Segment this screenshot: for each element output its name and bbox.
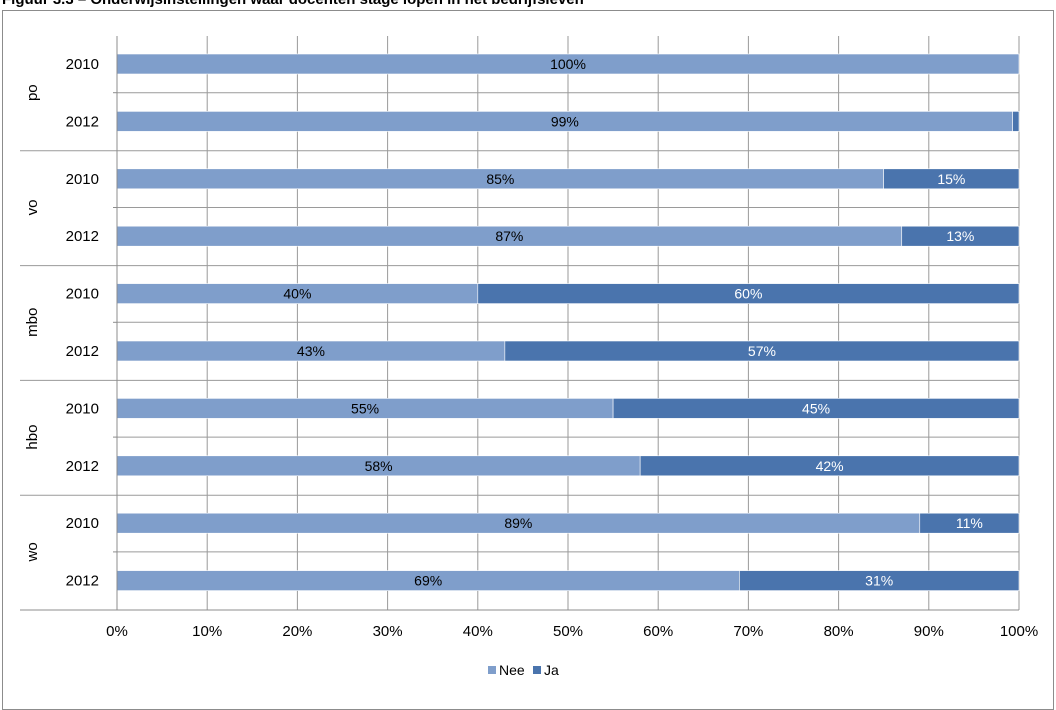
data-label: 31%	[865, 573, 893, 589]
bar-ja	[504, 340, 1020, 362]
data-label: 85%	[486, 171, 514, 187]
bar-ja	[919, 512, 1020, 534]
data-label: 42%	[816, 458, 844, 474]
row-label: 2010	[66, 56, 99, 73]
group-label: hbo	[24, 425, 41, 450]
legend-swatch-nee	[488, 666, 496, 674]
row-label: 2012	[66, 343, 99, 360]
bar-ja	[639, 455, 1020, 477]
data-label: 57%	[748, 343, 776, 359]
legend-label: Ja	[544, 662, 559, 678]
x-tick-label: 60%	[643, 623, 673, 640]
data-label: 87%	[495, 228, 523, 244]
data-label: 13%	[946, 228, 974, 244]
group-label: wo	[24, 542, 41, 562]
data-label: 15%	[937, 171, 965, 187]
legend-swatch-ja	[533, 666, 541, 674]
data-label: 100%	[550, 56, 586, 72]
row-label: 2012	[66, 573, 99, 590]
row-label: 2012	[66, 458, 99, 475]
x-tick-label: 90%	[914, 623, 944, 640]
row-label: 2010	[66, 286, 99, 303]
bar-ja	[883, 168, 1020, 190]
row-label: 2012	[66, 228, 99, 245]
x-tick-label: 100%	[1000, 623, 1038, 640]
data-label: 55%	[351, 400, 379, 416]
data-labels: 100% 99% 85% 15% 87% 13% 40% 60% 43% 57% 55% 45% 58%…	[283, 56, 982, 589]
axes: 0% 10% 20% 30% 40% 50% 60% 70% 80% 90% 100% 2010 201…	[20, 36, 1038, 640]
group-label: mbo	[24, 308, 41, 337]
x-tick-label: 0%	[106, 623, 128, 640]
data-label: 43%	[297, 343, 325, 359]
bar-ja	[1012, 111, 1020, 132]
data-label: 11%	[956, 515, 983, 531]
bar-ja	[739, 570, 1020, 591]
x-tick-label: 40%	[463, 623, 493, 640]
legend-label: Nee	[499, 662, 525, 678]
group-label: vo	[24, 200, 41, 216]
x-tick-label: 80%	[824, 623, 854, 640]
group-label: po	[24, 84, 41, 101]
row-label: 2010	[66, 171, 99, 188]
row-label: 2012	[66, 113, 99, 130]
data-label: 45%	[802, 400, 830, 416]
chart-title: Figuur 3.3 – Onderwijsinstellingen waar …	[2, 0, 584, 8]
data-label: 69%	[414, 573, 442, 589]
row-label: 2010	[66, 515, 99, 532]
x-tick-label: 10%	[192, 623, 222, 640]
data-label: 99%	[551, 113, 579, 129]
bar-ja	[477, 283, 1020, 304]
data-label: 58%	[365, 458, 393, 474]
legend: Nee Ja	[488, 662, 559, 678]
bar-ja	[612, 398, 1020, 419]
x-tick-label: 30%	[373, 623, 403, 640]
data-label: 60%	[734, 286, 762, 302]
row-label: 2010	[66, 400, 99, 417]
bar-ja	[901, 225, 1020, 247]
bars	[116, 53, 1020, 591]
data-label: 89%	[504, 515, 532, 531]
x-tick-label: 50%	[553, 623, 583, 640]
data-label: 40%	[283, 286, 311, 302]
x-tick-label: 20%	[282, 623, 312, 640]
stacked-bar-chart: 100% 99% 85% 15% 87% 13% 40% 60% 43% 57% 55% 45% 58%…	[20, 36, 1038, 678]
x-tick-label: 70%	[733, 623, 763, 640]
